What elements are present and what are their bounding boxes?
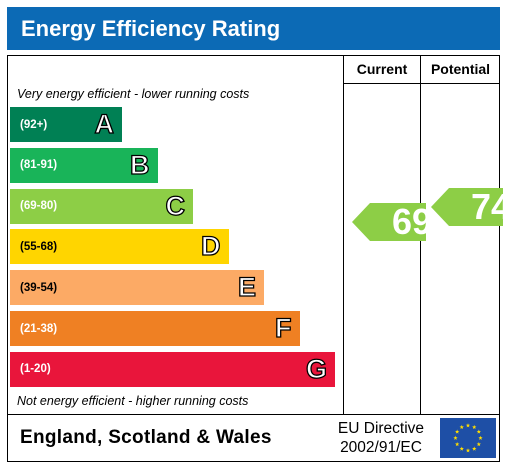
inefficient-caption: Not energy efficient - higher running co… <box>17 394 249 408</box>
eu-flag-icon <box>440 418 496 458</box>
band-letter: F <box>274 312 292 343</box>
band-letter: E <box>237 272 256 303</box>
flag-star <box>454 429 460 434</box>
current-rating-pointer: 69 <box>352 203 426 241</box>
eu-flag-stars <box>453 423 483 453</box>
current-column-header: Current <box>356 61 408 77</box>
band-range-label: (55-68) <box>20 240 58 253</box>
band-range-label: (1-20) <box>20 363 51 376</box>
flag-star <box>476 441 482 447</box>
band-range-label: (81-91) <box>20 159 58 172</box>
band-letter: G <box>305 353 327 384</box>
potential-rating-pointer: 74 <box>431 188 503 226</box>
band-a: (92+) A <box>10 107 122 142</box>
flag-star <box>459 446 464 451</box>
band-d: (55-68) D <box>10 229 229 265</box>
flag-star <box>465 423 471 428</box>
header-divider <box>343 83 499 84</box>
band-range-label: (39-54) <box>20 281 58 294</box>
band-letter: B <box>129 149 150 180</box>
band-c: (69-80) C <box>10 188 193 224</box>
band-e: (39-54) E <box>10 270 264 306</box>
flag-star <box>472 424 477 430</box>
band-range-label: (69-80) <box>20 200 58 213</box>
potential-column-header: Potential <box>430 61 491 77</box>
efficient-caption: Very energy efficient - lower running co… <box>17 87 250 101</box>
footer: England, Scotland & Wales EU Directive 2… <box>7 415 500 462</box>
flag-star <box>478 435 483 440</box>
flag-star <box>472 446 477 451</box>
flag-star <box>454 441 460 447</box>
page-title: Energy Efficiency Rating <box>7 7 500 50</box>
current-rating-value: 69 <box>391 203 426 241</box>
column-divider-current <box>343 56 344 414</box>
band-range-label: (92+) <box>20 118 48 131</box>
flag-star <box>459 424 464 430</box>
directive-line-1: EU Directive <box>337 420 425 437</box>
band-f: (21-38) F <box>10 311 300 346</box>
eu-directive: EU Directive 2002/91/EC <box>326 419 436 457</box>
band-letter: D <box>200 231 221 262</box>
band-range-label: (21-38) <box>20 322 58 335</box>
flag-star <box>476 429 482 434</box>
directive-line-2: 2002/91/EC <box>340 439 422 456</box>
region-label: England, Scotland & Wales <box>20 427 272 448</box>
potential-rating-value: 74 <box>470 188 503 226</box>
flag-star <box>453 435 458 440</box>
band-letter: A <box>94 108 115 139</box>
band-b: (81-91) B <box>10 147 158 183</box>
rating-chart: Current Potential Very energy efficient … <box>7 55 503 415</box>
band-g: (1-20) G <box>10 351 335 387</box>
band-letter: C <box>165 190 186 221</box>
flag-star <box>465 448 471 453</box>
